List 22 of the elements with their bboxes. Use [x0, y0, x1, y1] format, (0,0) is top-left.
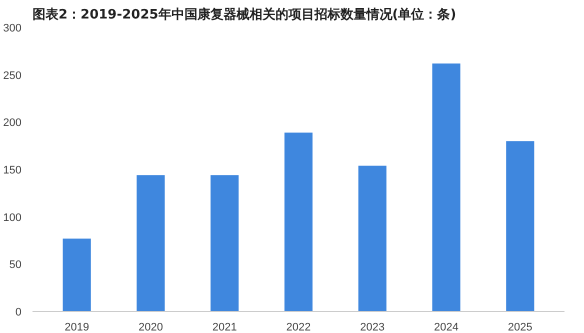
bar — [358, 166, 386, 312]
bar — [210, 175, 239, 312]
x-tick-label: 2022 — [286, 322, 311, 333]
y-tick-label: 50 — [9, 259, 22, 272]
chart-title: 图表2：2019-2025年中国康复器械相关的项目招标数量情况(单位：条) — [32, 6, 456, 22]
x-tick-label: 2023 — [360, 322, 385, 333]
x-tick-label: 2025 — [508, 322, 532, 333]
bar — [506, 141, 534, 312]
x-tick-label: 2020 — [138, 322, 163, 333]
x-tick-label: 2024 — [434, 322, 459, 333]
y-tick-label: 0 — [15, 306, 22, 318]
bar — [136, 175, 165, 312]
x-tick-label: 2021 — [212, 322, 237, 333]
bar — [284, 132, 313, 312]
bar — [62, 238, 91, 312]
bar — [432, 63, 460, 312]
y-tick-label: 300 — [3, 22, 22, 34]
y-tick-label: 100 — [3, 212, 22, 224]
x-tick-label: 2019 — [64, 322, 90, 333]
y-tick-label: 200 — [3, 117, 22, 130]
y-tick-label: 250 — [3, 70, 22, 82]
y-tick-label: 150 — [3, 164, 22, 176]
